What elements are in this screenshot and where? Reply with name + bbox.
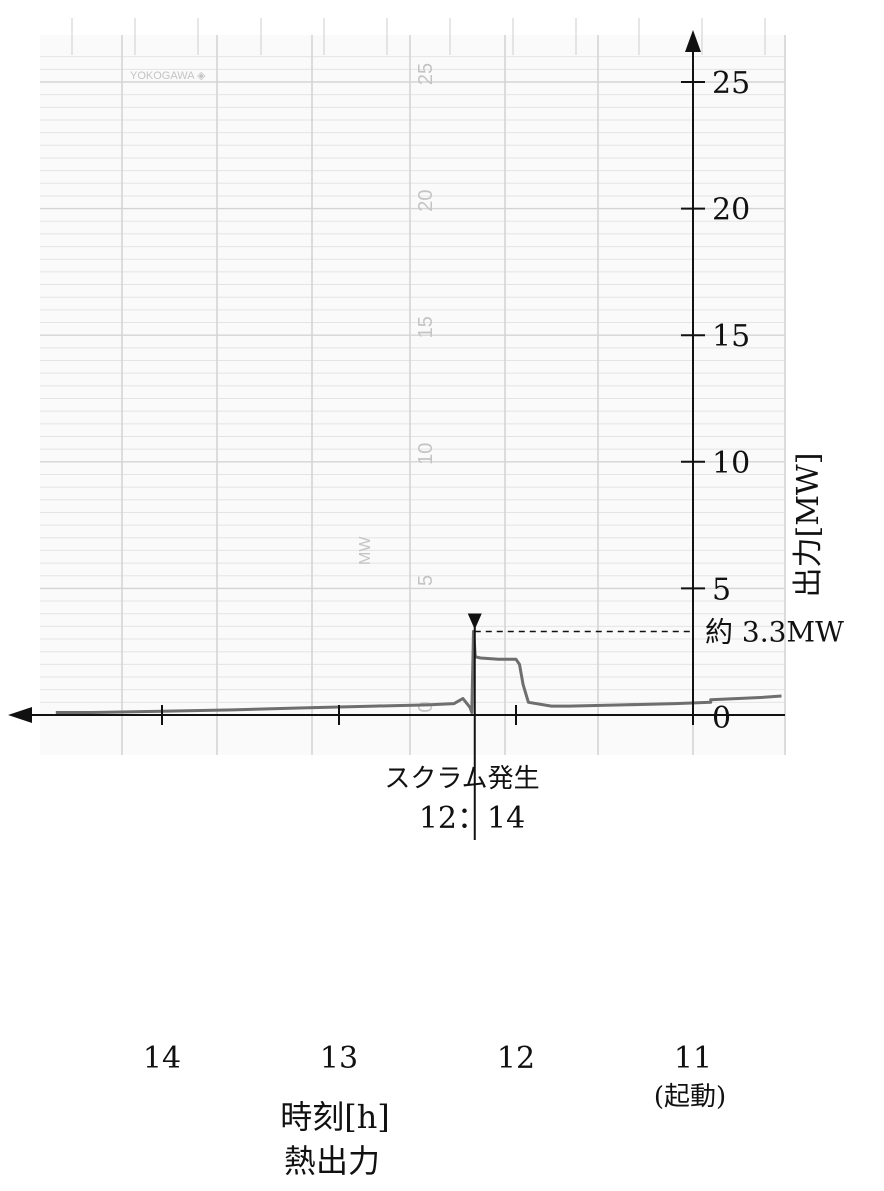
y-tick-label: 25 bbox=[712, 66, 750, 101]
y-tick-label: 0 bbox=[712, 701, 731, 736]
paper-unit-label: MW bbox=[357, 536, 374, 565]
x-tick-label: 11 bbox=[674, 1041, 712, 1076]
x-axis-arrowhead bbox=[8, 707, 32, 723]
y-axis-title: 出力[MW] bbox=[791, 453, 826, 598]
annotations: スクラム発生 12：14 約 3.3MW bbox=[384, 613, 844, 840]
paper-labels: YOKOGAWA ◈ MW 0 5 10 15 20 25 bbox=[130, 63, 437, 713]
event-label: スクラム発生 bbox=[384, 764, 539, 794]
x-tick-label: 12 bbox=[497, 1041, 535, 1076]
y-tick-label: 10 bbox=[712, 446, 750, 481]
y-ticks: 0 5 10 15 20 25 bbox=[681, 66, 750, 736]
event-arrowhead bbox=[467, 613, 482, 630]
paper-scale-label: 10 bbox=[415, 443, 437, 465]
x-ticks: 14 13 12 11 bbox=[143, 705, 712, 1076]
x-tick-label: 13 bbox=[320, 1041, 358, 1076]
chart-title: 熱出力 bbox=[284, 1142, 380, 1180]
y-tick-label: 20 bbox=[712, 193, 750, 228]
paper-brand: YOKOGAWA ◈ bbox=[130, 70, 206, 82]
y-axis-arrowhead bbox=[685, 30, 701, 52]
paper-scale-label: 0 bbox=[415, 701, 437, 712]
event-time-label: 12：14 bbox=[419, 801, 525, 836]
paper-scale-label: 15 bbox=[415, 316, 437, 338]
paper-scale-label: 5 bbox=[415, 575, 437, 586]
peak-value-label: 約 3.3MW bbox=[705, 615, 844, 648]
power-trace-line bbox=[55, 629, 782, 714]
x-tick-label: 14 bbox=[143, 1041, 181, 1076]
paper-scale-label: 25 bbox=[415, 63, 437, 85]
y-tick-label: 5 bbox=[712, 572, 731, 607]
chart-paper bbox=[40, 35, 785, 755]
paper-grid bbox=[40, 18, 786, 755]
y-tick-label: 15 bbox=[712, 319, 750, 354]
paper-scale-label: 20 bbox=[415, 189, 437, 211]
x-axis-title: 時刻[h] bbox=[280, 1098, 390, 1136]
x-tick-sublabel: (起動) bbox=[654, 1082, 726, 1112]
axes bbox=[8, 30, 785, 723]
